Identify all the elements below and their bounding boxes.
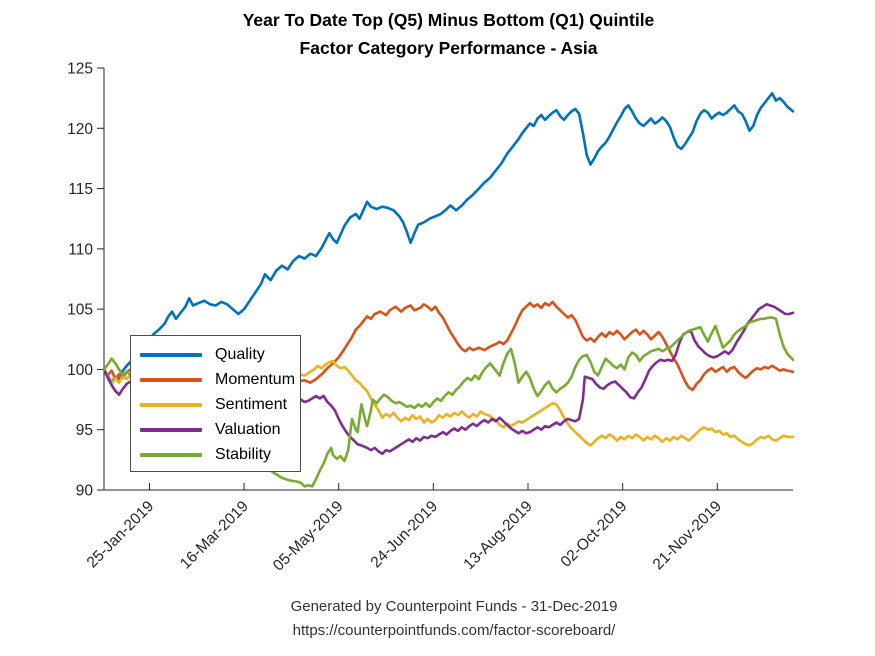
legend-label-quality: Quality [215, 345, 265, 363]
y-tick-label: 125 [67, 61, 93, 78]
x-tick-label: 25-Jan-2019 [84, 498, 158, 572]
y-tick-label: 105 [67, 302, 93, 319]
chart-title: Year To Date Top (Q5) Minus Bottom (Q1) … [104, 6, 793, 62]
x-tick-label: 21-Nov-2019 [650, 498, 725, 573]
x-tick-label: 16-Mar-2019 [177, 498, 252, 573]
legend-item-valuation: Valuation [131, 417, 300, 442]
chart-title-line2: Factor Category Performance - Asia [299, 38, 598, 58]
legend-swatch-quality [140, 352, 202, 357]
legend-item-stability: Stability [131, 442, 300, 467]
x-tick-label: 05-May-2019 [270, 498, 347, 575]
y-tick-label: 120 [67, 121, 93, 138]
legend-swatch-valuation [140, 427, 202, 432]
legend-item-quality: Quality [131, 342, 300, 367]
series-line-valuation [102, 302, 795, 456]
legend-box: Quality Momentum Sentiment Valuation Stabili… [130, 335, 301, 472]
series-line-momentum [102, 300, 795, 392]
chart-title-line1: Year To Date Top (Q5) Minus Bottom (Q1) … [242, 10, 655, 30]
x-tick-label: 13-Aug-2019 [460, 498, 535, 573]
legend-label-sentiment: Sentiment [215, 395, 288, 413]
series-line-quality [102, 92, 795, 385]
legend-swatch-momentum [140, 377, 202, 382]
legend-item-sentiment: Sentiment [131, 392, 300, 417]
x-tick-label: 24-Jun-2019 [368, 498, 442, 572]
legend-label-momentum: Momentum [215, 370, 296, 388]
y-tick-label: 95 [76, 422, 93, 439]
legend-swatch-sentiment [140, 402, 202, 407]
legend-label-valuation: Valuation [215, 420, 281, 438]
series-line-sentiment [102, 358, 795, 447]
y-tick-label: 115 [68, 181, 93, 198]
legend-swatch-stability [140, 452, 202, 457]
footer-generated-by: Generated by Counterpoint Funds - 31-Dec… [290, 598, 618, 615]
y-tick-label: 90 [76, 483, 94, 500]
series-line-stability [102, 316, 795, 488]
legend-item-momentum: Momentum [131, 367, 300, 392]
y-tick-label: 100 [67, 362, 93, 379]
legend-label-stability: Stability [215, 445, 272, 463]
x-tick-label: 02-Oct-2019 [558, 498, 631, 571]
footer-url: https://counterpointfunds.com/factor-sco… [292, 622, 616, 639]
footer: Generated by Counterpoint Funds - 31-Dec… [104, 595, 804, 643]
y-tick-label: 110 [68, 241, 93, 258]
